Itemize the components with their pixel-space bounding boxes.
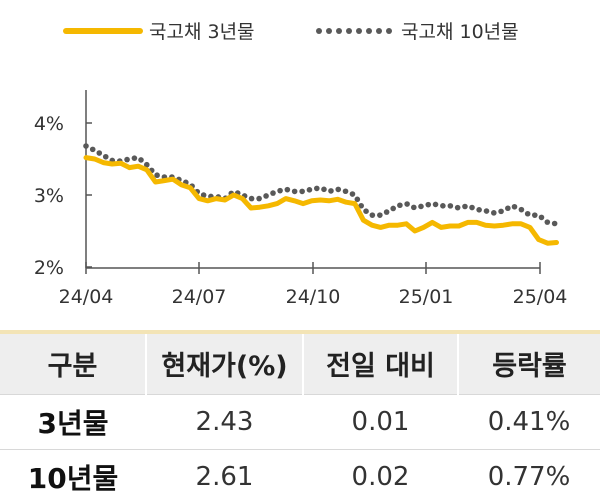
series-10y-point — [270, 190, 276, 196]
series-10y-point — [518, 206, 525, 213]
chart-svg: 국고채 3년물 국고채 10년물 4%3%2% 24/04 24/07 24/10 2… — [34, 21, 568, 308]
legend-dot — [316, 28, 322, 34]
series-10y-point — [454, 204, 461, 211]
series-10y-point — [284, 186, 291, 193]
series-10y-point — [418, 203, 424, 210]
series-10y-point — [369, 212, 376, 218]
x-tick-label: 24/10 — [286, 286, 341, 308]
series-10y-point — [314, 185, 320, 192]
series-10y-point — [397, 202, 403, 209]
series-10y-point — [524, 210, 531, 217]
y-tick-label: 3% — [34, 185, 64, 207]
series-10y-point — [335, 186, 342, 193]
series-10y-point — [354, 196, 361, 203]
series-10y-point — [383, 209, 390, 215]
legend-dot — [376, 28, 382, 34]
series-10y-point — [404, 201, 410, 207]
cell-rate: 0.77% — [458, 448, 600, 504]
series-10y-point — [328, 188, 334, 194]
series-10y-point — [363, 208, 369, 215]
series-10y-point — [349, 191, 356, 197]
series-10y-point — [124, 156, 130, 163]
series-10y-point — [390, 205, 396, 212]
series-10y-point — [432, 201, 439, 208]
series-10y-point — [551, 220, 558, 227]
cell-change: 0.02 — [303, 448, 458, 504]
legend-label-10y: 국고채 10년물 — [401, 21, 519, 43]
legend-dot — [336, 28, 342, 34]
series-3y-line — [83, 155, 559, 246]
legend-dot — [366, 28, 372, 34]
series-10y-point — [321, 186, 327, 193]
series-10y-point — [102, 153, 109, 160]
series-10y-point — [131, 155, 138, 161]
row-label: 10년물 — [0, 448, 146, 504]
series-10y-point — [538, 214, 545, 221]
series-10y-point — [89, 146, 96, 153]
series-10y-point — [511, 203, 518, 210]
series-10y-point — [447, 203, 454, 209]
series-10y-point — [277, 187, 283, 194]
x-ticks: 24/04 24/07 24/10 25/01 25/04 — [59, 262, 568, 308]
series-10y-point — [498, 208, 504, 215]
series-10y-point — [358, 202, 364, 209]
x-tick-label: 25/04 — [513, 286, 568, 308]
yield-chart: 국고채 3년물 국고채 10년물 4% 3% 2% 24/04 24/07 24/10 2… — [34, 21, 568, 308]
series-10y-point — [263, 193, 269, 199]
header-category: 구분 — [47, 351, 98, 383]
legend-dot — [356, 28, 362, 34]
row-label: 3년물 — [0, 393, 146, 449]
table-header-row: 구분 현재가(%) 전일 대비 등락률 — [0, 334, 600, 394]
series-10y-point — [544, 219, 551, 225]
x-tick-label: 24/04 — [59, 286, 114, 308]
series-10y-point — [83, 143, 89, 149]
legend-dot — [386, 28, 392, 34]
series-10y-point — [143, 161, 150, 168]
legend-swatch-10y — [316, 28, 392, 34]
table-row: 10년물 2.61 0.02 0.77% — [0, 448, 600, 504]
y-tick-label: 4% — [34, 113, 64, 135]
series-10y-point — [342, 188, 349, 195]
series-10y-point — [411, 204, 417, 211]
yield-table: 구분 현재가(%) 전일 대비 등락률 3년물 2.43 0.01 0.41% … — [0, 330, 600, 504]
legend: 국고채 3년물 국고채 10년물 — [63, 21, 519, 43]
series-10y-point — [96, 150, 103, 156]
series-10y-point — [491, 210, 497, 216]
series-10y-point — [256, 195, 262, 202]
series-10y-point — [299, 188, 305, 195]
x-tick-label: 24/07 — [172, 286, 227, 308]
y-tick-label: 2% — [34, 257, 64, 279]
legend-label-3y: 국고채 3년물 — [149, 21, 255, 43]
series-10y-point — [531, 212, 538, 218]
cell-change: 0.01 — [303, 393, 458, 449]
series-10y-point — [200, 192, 207, 198]
series-10y-point — [476, 206, 482, 213]
cell-rate: 0.41% — [458, 393, 600, 449]
series-10y-point — [483, 208, 490, 214]
series-10y-point — [462, 203, 468, 210]
series-10y-point — [425, 201, 432, 208]
series-10y-point — [440, 203, 446, 209]
legend-dot — [326, 28, 332, 34]
series-10y-point — [306, 187, 313, 193]
legend-dot — [346, 28, 352, 34]
header-change: 전일 대비 — [302, 334, 458, 394]
series-10y-point — [377, 212, 383, 218]
series-10y-point — [469, 204, 475, 211]
table-row: 3년물 2.43 0.01 0.41% — [0, 393, 600, 449]
y-ticks: 4% 3% 2% — [34, 113, 92, 279]
quote-table: 구분 현재가(%) 전일 대비 등락률 3년물 2.43 0.01 0.41% … — [0, 334, 600, 504]
header-rate: 등락률 — [457, 334, 600, 394]
series-10y-point — [154, 172, 160, 179]
series-layer — [83, 143, 559, 246]
header-current: 현재가(%) — [145, 334, 303, 394]
series-10y-point — [248, 195, 255, 202]
cell-current: 2.61 — [146, 448, 303, 504]
cell-current: 2.43 — [146, 393, 303, 449]
series-10y-point — [291, 188, 298, 195]
table-top-divider — [0, 330, 600, 334]
x-tick-label: 25/01 — [399, 286, 454, 308]
series-10y-point — [138, 157, 144, 163]
series-10y-point — [505, 205, 511, 212]
